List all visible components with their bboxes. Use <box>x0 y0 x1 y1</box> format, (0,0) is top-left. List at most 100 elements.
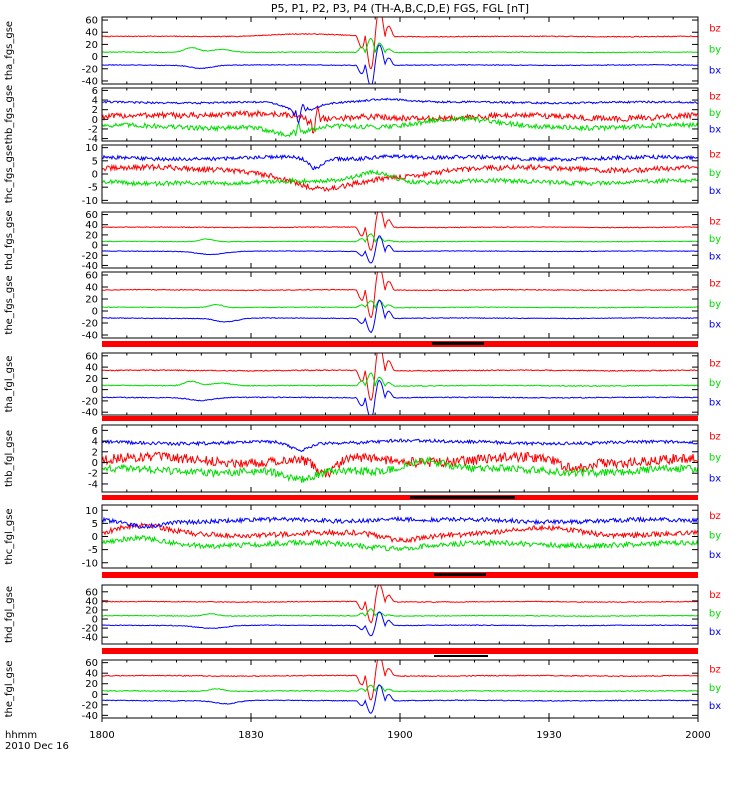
panel-frame <box>101 271 699 339</box>
series-bz-line <box>102 451 698 479</box>
time-tick-label: 1900 <box>387 730 412 741</box>
time-tick-label: 1930 <box>536 730 561 741</box>
series-bx-line <box>102 515 698 530</box>
time-axis-label-hhmm: hhmm <box>5 730 37 741</box>
y-axis-label: the_fgl_gse <box>4 661 15 718</box>
y-tick-label: 0 <box>92 690 98 701</box>
series-by-line <box>102 115 698 138</box>
y-axis-label: thd_fgs_gse <box>4 210 15 269</box>
series-bz-line <box>102 272 698 319</box>
legend-by: by <box>709 378 721 389</box>
y-tick-label: 40 <box>85 220 98 231</box>
panel-frame <box>101 584 699 645</box>
y-tick-label: 5 <box>92 519 98 530</box>
y-tick-label: 20 <box>85 230 98 241</box>
series-bx-line <box>102 611 698 637</box>
y-tick-label: -2 <box>88 124 98 135</box>
legend-bx: bx <box>709 66 721 77</box>
y-tick-label: 2 <box>92 105 98 116</box>
y-tick-label: -10 <box>82 558 98 569</box>
y-tick-label: 60 <box>85 658 98 669</box>
y-tick-label: -40 <box>82 408 98 419</box>
y-tick-label: -40 <box>82 76 98 87</box>
legend-by: by <box>709 683 721 694</box>
y-tick-label: -2 <box>88 469 98 480</box>
series-bz-line <box>102 522 698 544</box>
y-tick-label: 40 <box>85 596 98 607</box>
legend-bz: bz <box>709 24 721 35</box>
legend-bz: bz <box>709 432 721 443</box>
series-bx-line <box>102 438 698 453</box>
legend-bx: bx <box>709 186 721 197</box>
series-bx-line <box>102 44 698 84</box>
series-bx-line <box>102 379 698 415</box>
panel-separator-bar <box>102 495 698 500</box>
series-by-line <box>102 534 698 552</box>
y-tick-label: -40 <box>82 711 98 722</box>
legend-bx: bx <box>709 125 721 136</box>
series-by-line <box>102 455 698 483</box>
time-tick-label: 1800 <box>89 730 114 741</box>
y-axis-label: thd_fgl_gse <box>4 586 15 643</box>
time-tick-label: 2000 <box>685 730 710 741</box>
y-tick-label: 40 <box>85 283 98 294</box>
series-bx-line <box>102 235 698 264</box>
y-tick-label: -5 <box>88 545 98 556</box>
legend-bx: bx <box>709 251 721 262</box>
time-axis-label-date: 2010 Dec 16 <box>5 741 69 752</box>
y-tick-label: 5 <box>92 156 98 167</box>
y-tick-label: 10 <box>85 143 98 154</box>
legend-bz: bz <box>709 150 721 161</box>
y-tick-label: 60 <box>85 351 98 362</box>
y-axis-label: tha_fgs_gse <box>4 21 15 80</box>
series-by-line <box>102 37 698 54</box>
y-tick-label: 40 <box>85 28 98 39</box>
legend-bz: bz <box>709 278 721 289</box>
y-tick-label: -4 <box>88 134 98 145</box>
panel-thc-fgl-gse: 10 5 0 -5 -10 thc_fgl_gse bz by bx <box>4 504 721 569</box>
chart-title: P5, P1, P2, P3, P4 (TH-A,B,C,D,E) FGS, F… <box>271 2 529 15</box>
series-by-line <box>102 169 698 188</box>
y-tick-label: 0 <box>92 385 98 396</box>
legend-bx: bx <box>709 627 721 638</box>
y-tick-label: 60 <box>85 587 98 598</box>
data-coverage-mark <box>434 573 486 576</box>
y-tick-label: 10 <box>85 506 98 517</box>
panel-separator-bar <box>102 341 698 347</box>
y-tick-label: 60 <box>85 271 98 282</box>
panel-separator-bar <box>102 572 698 578</box>
panel-frame <box>101 211 699 269</box>
series-by-line <box>102 372 698 387</box>
series-bz-line <box>102 212 698 251</box>
legend-by: by <box>709 608 721 619</box>
y-tick-label: -20 <box>82 319 98 330</box>
legend-bx: bx <box>709 474 721 485</box>
y-tick-label: 4 <box>92 437 98 448</box>
y-tick-label: -10 <box>82 196 98 207</box>
y-tick-label: -20 <box>82 251 98 262</box>
y-axis-label: thc_fgs_gse <box>4 145 15 204</box>
y-axis-label: thb_fgl_gse <box>4 430 15 487</box>
series-bx-line <box>102 97 698 125</box>
y-tick-label: -5 <box>88 183 98 194</box>
series-bx-line <box>102 153 698 171</box>
time-tick-label: 1830 <box>238 730 263 741</box>
y-tick-label: -20 <box>82 64 98 75</box>
y-tick-label: -4 <box>88 479 98 490</box>
y-tick-label: -40 <box>82 261 98 272</box>
series-bz-line <box>102 353 698 401</box>
y-tick-label: 20 <box>85 295 98 306</box>
y-tick-label: 40 <box>85 669 98 680</box>
legend-by: by <box>709 530 721 541</box>
series-bz-line <box>102 585 698 624</box>
data-coverage-mark <box>434 655 488 657</box>
y-tick-label: 4 <box>92 96 98 107</box>
legend-bz: bz <box>709 92 721 103</box>
